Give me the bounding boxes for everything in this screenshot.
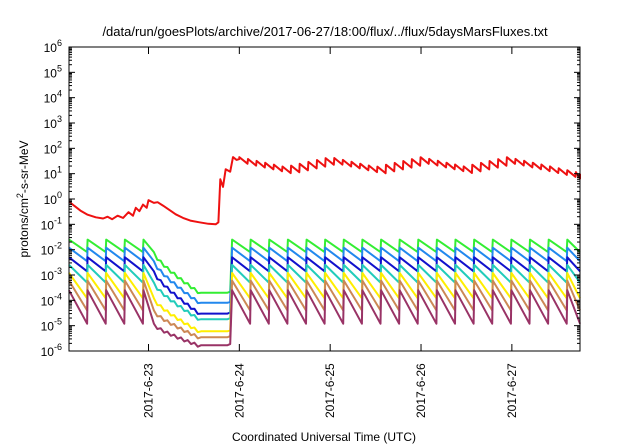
y-axis-label: protons/cm2-s-sr-MeV xyxy=(15,140,31,257)
y-tick-label: 10-1 xyxy=(41,215,62,232)
series-line-0 xyxy=(68,156,581,226)
y-axis-ticks: 10-6 10-5 10-4 10-3 10-2 10-1 100 101 102 103 104 1… xyxy=(41,38,580,359)
y-tick-label: 10-5 xyxy=(41,317,62,334)
chart-title: /data/run/goesPlots/archive/2017-06-27/1… xyxy=(102,24,548,39)
y-tick-label: 10-3 xyxy=(41,266,62,283)
x-axis-ticks: 2017-6-23 2017-6-24 2017-6-25 2017-6-26 2017… xyxy=(141,47,519,418)
y-tick-label: 103 xyxy=(44,114,62,131)
x-tick-label: 2017-6-26 xyxy=(414,363,428,418)
x-axis-label: Coordinated Universal Time (UTC) xyxy=(232,430,416,444)
y-tick-label: 102 xyxy=(44,139,62,156)
plot-lines xyxy=(68,156,581,348)
x-tick-label: 2017-6-25 xyxy=(323,363,337,418)
y-tick-label: 104 xyxy=(44,89,62,106)
y-tick-label: 10-4 xyxy=(41,291,62,308)
series-line-2 xyxy=(68,246,581,305)
y-tick-label: 10-6 xyxy=(41,342,62,359)
y-tick-label: 105 xyxy=(44,63,62,80)
y-tick-label: 100 xyxy=(44,190,62,207)
y-tick-label: 106 xyxy=(44,38,62,55)
y-tick-label: 10-2 xyxy=(41,241,62,258)
x-tick-label: 2017-6-23 xyxy=(141,363,155,418)
y-tick-label: 101 xyxy=(44,165,62,182)
x-tick-label: 2017-6-27 xyxy=(505,363,519,418)
series-line-1 xyxy=(68,238,581,295)
series-line-7 xyxy=(68,289,581,348)
x-tick-label: 2017-6-24 xyxy=(232,363,246,418)
